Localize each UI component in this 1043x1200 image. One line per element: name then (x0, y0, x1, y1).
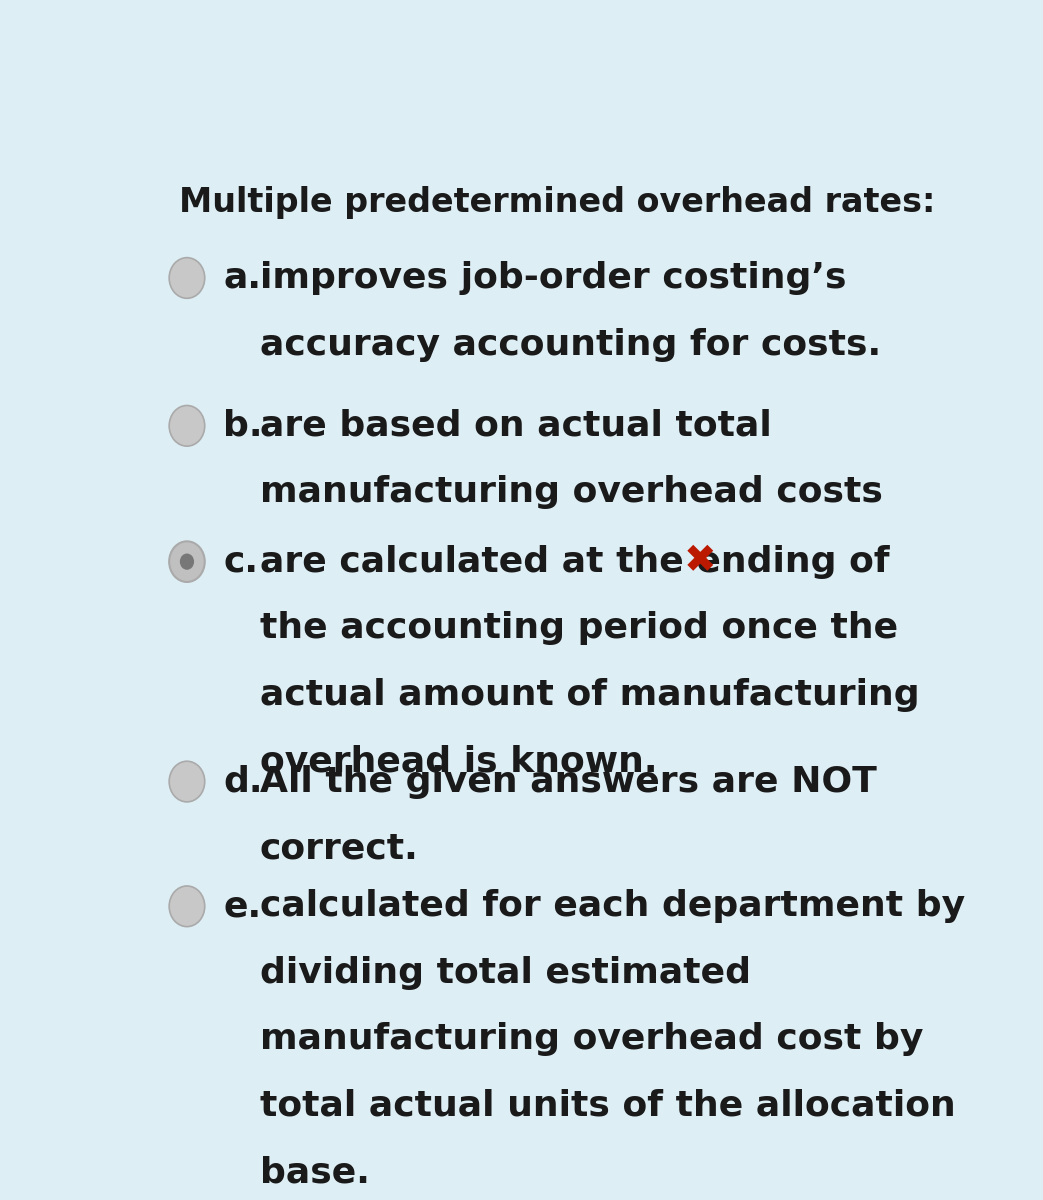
Circle shape (169, 886, 204, 926)
Text: calculated for each department by: calculated for each department by (260, 889, 965, 923)
Text: correct.: correct. (260, 832, 418, 865)
Circle shape (169, 258, 204, 299)
Text: ✖: ✖ (684, 542, 717, 581)
Text: base.: base. (260, 1156, 369, 1189)
Text: e.: e. (223, 889, 262, 923)
Text: dividing total estimated: dividing total estimated (260, 956, 751, 990)
Text: are based on actual total: are based on actual total (260, 409, 772, 443)
Circle shape (169, 761, 204, 802)
Text: improves job-order costing’s: improves job-order costing’s (260, 260, 846, 295)
Text: total actual units of the allocation: total actual units of the allocation (260, 1088, 955, 1123)
Text: the accounting period once the: the accounting period once the (260, 611, 898, 646)
Text: Multiple predetermined overhead rates:: Multiple predetermined overhead rates: (179, 186, 936, 218)
Text: a.: a. (223, 260, 262, 295)
Text: manufacturing overhead costs: manufacturing overhead costs (260, 475, 882, 509)
Text: manufacturing overhead cost by: manufacturing overhead cost by (260, 1022, 923, 1056)
Text: b.: b. (223, 409, 263, 443)
Text: actual amount of manufacturing: actual amount of manufacturing (260, 678, 919, 712)
Text: d.: d. (223, 764, 263, 798)
Text: accuracy accounting for costs.: accuracy accounting for costs. (260, 328, 881, 361)
Text: All the given answers are NOT: All the given answers are NOT (260, 764, 876, 798)
Text: are calculated at the ending of: are calculated at the ending of (260, 545, 890, 578)
Circle shape (169, 406, 204, 446)
Circle shape (169, 541, 204, 582)
Text: c.: c. (223, 545, 259, 578)
Text: overhead is known.: overhead is known. (260, 744, 657, 779)
Circle shape (179, 553, 194, 570)
